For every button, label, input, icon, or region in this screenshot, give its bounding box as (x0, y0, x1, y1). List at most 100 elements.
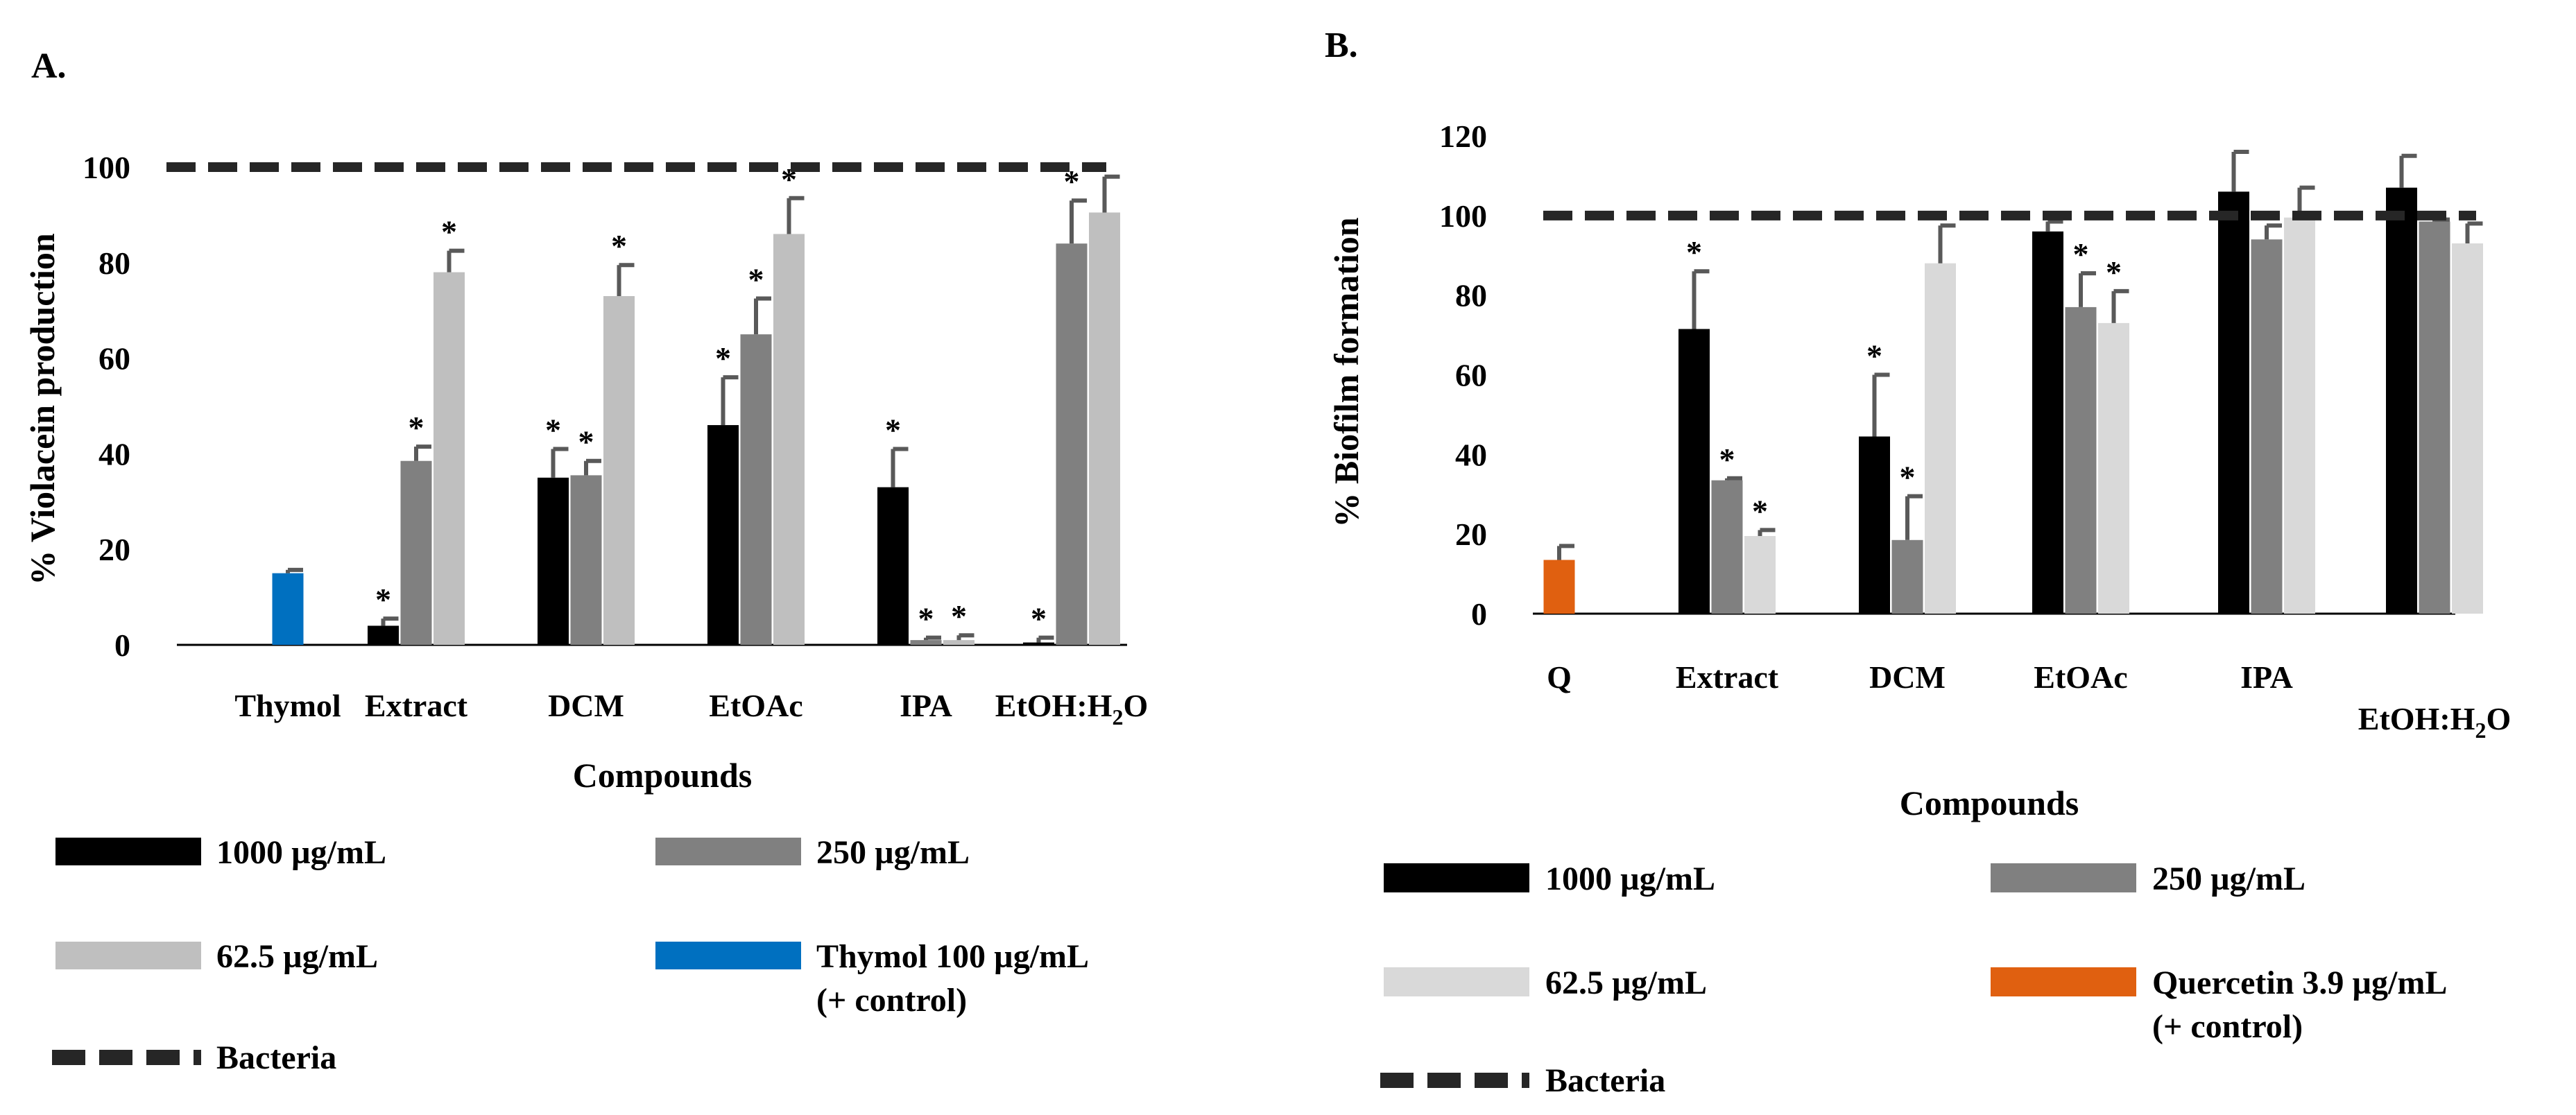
panel-b-significance-star: * (2106, 254, 2122, 290)
panel-a-category-label: DCM (548, 688, 624, 723)
panel-b-bar (2032, 231, 2063, 614)
panel-b-bar (1859, 436, 1890, 614)
panel-a-bar (1056, 243, 1088, 645)
panel-a-bar (910, 640, 942, 645)
legend-b-swatch-62 (1384, 967, 1529, 996)
panel-b-bars: * * * * * * * (1543, 149, 2483, 614)
panel-b-significance-star: * (1866, 338, 1882, 374)
panel-a-ytick-label: 60 (98, 341, 130, 377)
panel-b-significance-star: * (2073, 236, 2089, 272)
panel-b-bar (1925, 263, 1956, 614)
panel-a-bar (1023, 642, 1054, 645)
panel-a-bars: ****** ***** *** (166, 162, 1120, 646)
legend-b-label-bacteria: Bacteria (1545, 1062, 1665, 1099)
panel-b-bar (1543, 560, 1575, 614)
panel-b-bar (1744, 536, 1776, 614)
legend-a-label-thymol-control: (+ control) (816, 982, 967, 1019)
panel-b-bar (2065, 306, 2097, 614)
panel-a-significance-star: * (951, 598, 967, 634)
panel-a-category-label: Extract (365, 688, 468, 723)
panel-a-bar (707, 425, 739, 645)
panel-a-bar (400, 460, 432, 645)
panel-a-bar (773, 234, 805, 646)
panel-a-significance-star: * (748, 261, 764, 297)
panel-b-significance-star: * (1752, 493, 1768, 528)
panel-b-bar (2251, 239, 2283, 614)
panel-b-ytick-label: 20 (1455, 517, 1487, 552)
panel-b-bar (2386, 187, 2417, 614)
panel-b-category-label: EtOAc (2034, 659, 2127, 695)
panel-a-significance-star: * (578, 424, 594, 460)
panel-a-ytick-label: 20 (98, 532, 130, 567)
panel-a-category-label: EtOH:H2O (995, 688, 1148, 729)
panel-b-bar (1678, 329, 1710, 614)
panel-a-xlabel: Compounds (573, 756, 752, 795)
panel-b-bar (2419, 221, 2450, 614)
legend-b-label-quercetin-control: (+ control) (2152, 1008, 2303, 1045)
panel-b-bar (1891, 539, 1923, 614)
panel-a-category-label: IPA (900, 688, 952, 723)
panel-a-significance-star: * (611, 228, 627, 263)
panel-b-category-label: IPA (2240, 659, 2293, 695)
legend-a-swatch-62 (55, 942, 201, 969)
panel-a-significance-star: * (441, 214, 457, 250)
legend-a-swatch-thymol (655, 942, 801, 969)
panel-b-category-label: EtOH:H2O (2358, 701, 2511, 743)
panel-a: A. % Violacein production Compounds 0 20 4… (23, 46, 1148, 1076)
panel-a-bar (603, 296, 635, 645)
legend-b-label-250: 250 µg/mL (2152, 861, 2305, 897)
panel-b-ytick-label: 120 (1439, 119, 1487, 154)
panel-a-bar (1089, 212, 1120, 646)
panel-a-significance-star: * (1031, 601, 1047, 637)
panel-a-bar (943, 640, 974, 645)
panel-a-label: A. (31, 46, 67, 86)
panel-a-ytick-label: 0 (114, 628, 130, 663)
legend-a-swatch-1000 (55, 838, 201, 865)
panel-b-xlabel: Compounds (1900, 784, 2079, 822)
legend-b-swatch-250 (1991, 863, 2136, 892)
panel-b-ytick-label: 60 (1455, 358, 1487, 393)
panel-b-category-label: Q (1547, 659, 1572, 695)
panel-b-axes: 0 20 40 60 80 100 120 Q Extract DCM EtOAc IPA EtOH:H… (1439, 119, 2511, 743)
legend-b-label-62: 62.5 µg/mL (1545, 965, 1707, 1001)
panel-b-bar (2218, 191, 2249, 614)
panel-a-significance-star: * (885, 413, 901, 448)
panel-a-ytick-label: 100 (83, 150, 130, 185)
panel-a-bar (538, 477, 569, 645)
panel-b-bar (1711, 480, 1743, 614)
panel-a-significance-star: * (715, 340, 731, 376)
legend-a-label-bacteria: Bacteria (216, 1039, 336, 1076)
panel-b-bar (2452, 243, 2483, 614)
panel-b-ytick-label: 100 (1439, 198, 1487, 234)
panel-a-ylabel: % Violacein production (23, 233, 62, 585)
panel-a-bar (877, 487, 909, 645)
legend-b-label-quercetin: Quercetin 3.9 µg/mL (2152, 965, 2447, 1001)
legend-a-swatch-250 (655, 838, 801, 865)
panel-a-significance-star: * (1064, 164, 1080, 199)
panel-a-significance-star: * (409, 410, 424, 445)
legend-a-label-62: 62.5 µg/mL (216, 938, 378, 975)
panel-a-bar (740, 334, 772, 645)
legend-b-swatch-quercetin (1991, 967, 2136, 996)
panel-b-ytick-label: 0 (1471, 596, 1487, 632)
panel-a-significance-star: * (545, 413, 561, 448)
panel-b-significance-star: * (1900, 460, 1916, 495)
panel-b-significance-star: * (1719, 442, 1735, 477)
panel-b-ytick-label: 40 (1455, 437, 1487, 472)
panel-b-bar (2284, 217, 2315, 614)
panel-a-ytick-label: 80 (98, 245, 130, 281)
panel-a-bar (368, 625, 399, 645)
panel-b: B. % Biofilm formation Compounds 0 20 40 60… (1325, 26, 2511, 1099)
panel-a-ytick-label: 40 (98, 436, 130, 472)
panel-b-ytick-label: 80 (1455, 278, 1487, 313)
legend-b-label-1000: 1000 µg/mL (1545, 861, 1715, 897)
legend-b-swatch-1000 (1384, 863, 1529, 892)
legend-a-label-250: 250 µg/mL (816, 834, 970, 871)
panel-b-legend: 1000 µg/mL 250 µg/mL 62.5 µg/mL Querceti… (1380, 861, 2447, 1099)
panel-a-bar (570, 475, 602, 645)
panel-a-category-label: Thymol (234, 688, 341, 723)
panel-b-label: B. (1325, 26, 1358, 65)
panel-b-category-label: Extract (1676, 659, 1779, 695)
panel-a-significance-star: * (918, 601, 934, 637)
